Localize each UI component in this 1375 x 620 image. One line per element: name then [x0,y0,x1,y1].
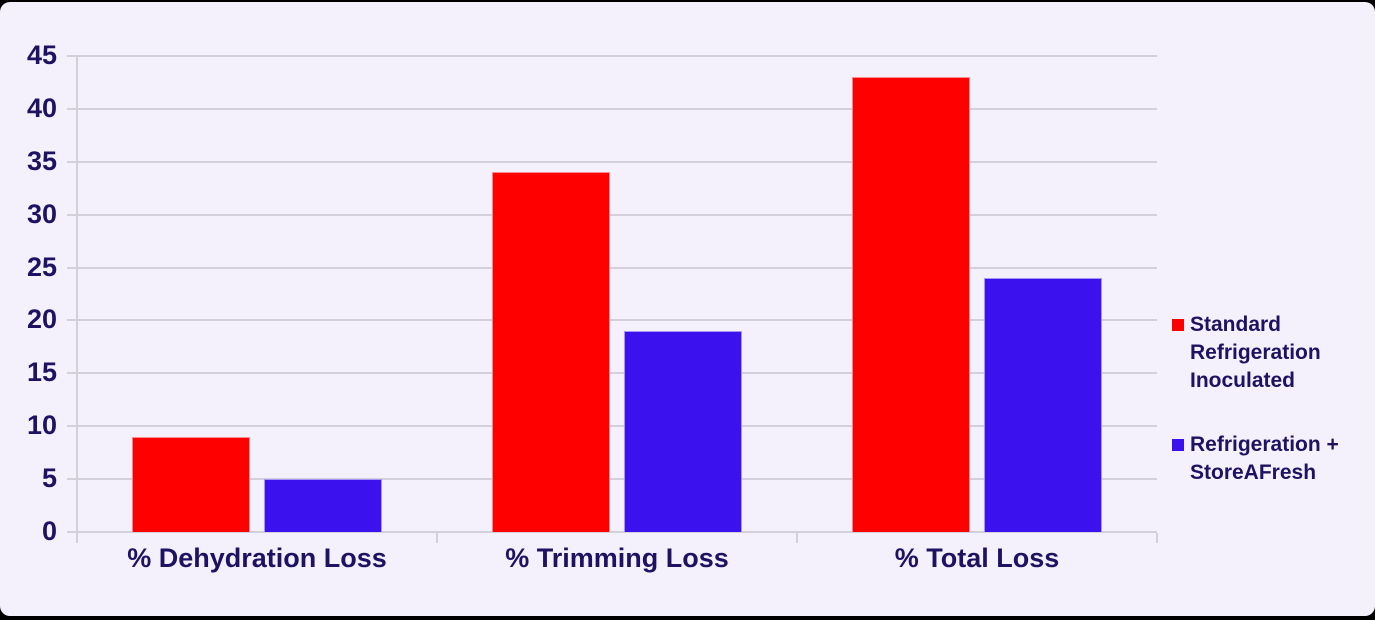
gridline-0 [67,531,1157,533]
y-tick-label-0: 0 [41,515,57,546]
x-axis-boundary-tick-2 [796,533,798,543]
gridline-5 [67,478,1157,481]
y-axis-line [76,56,78,543]
x-category-label-3: % Total Loss [894,543,1060,573]
x-axis-boundary-tick-0 [76,533,78,543]
y-tick-label-15: 15 [26,357,57,388]
legend: Standard Refrigeration Inoculated Refrige… [1172,311,1372,523]
plot-area [67,55,1158,543]
y-tick-label-35: 35 [26,145,57,176]
bar-series2-cat2 [624,331,742,532]
legend-entry-1: Standard Refrigeration Inoculated [1172,311,1372,395]
y-tick-label-10: 10 [26,410,57,441]
gridline-40 [67,107,1157,110]
gridline-45 [67,55,1157,57]
legend-entry-2: Refrigeration + StoreAFresh [1172,431,1372,487]
x-category-label-2: % Trimming Loss [505,543,729,573]
x-category-label-1: % Dehydration Loss [127,543,387,573]
gridline-30 [67,213,1157,216]
gridline-20 [67,319,1157,322]
gridline-25 [67,266,1157,269]
bar-series1-cat3 [852,77,970,532]
gridline-15 [67,372,1157,375]
bar-series1-cat1 [132,437,250,532]
legend-label-2: Refrigeration + StoreAFresh [1190,433,1339,484]
y-tick-label-45: 45 [26,39,57,70]
bar-series2-cat3 [984,278,1102,532]
y-tick-label-30: 30 [26,198,57,229]
x-axis-boundary-tick-1 [436,533,438,543]
legend-label-1: Standard Refrigeration Inoculated [1190,313,1321,392]
gridline-10 [67,425,1157,428]
legend-marker-icon-1 [1172,319,1184,331]
gridline-35 [67,160,1157,163]
bar-series1-cat2 [492,172,610,532]
y-tick-label-5: 5 [41,462,57,493]
y-axis-tick-labels: 0 5 10 15 20 25 30 35 40 45 [0,40,57,546]
bar-series2-cat1 [264,479,382,532]
y-tick-label-40: 40 [26,92,57,123]
x-axis-boundary-tick-3 [1156,533,1158,543]
y-tick-label-25: 25 [26,251,57,282]
y-tick-label-20: 20 [26,304,57,335]
legend-marker-icon-2 [1172,439,1184,451]
